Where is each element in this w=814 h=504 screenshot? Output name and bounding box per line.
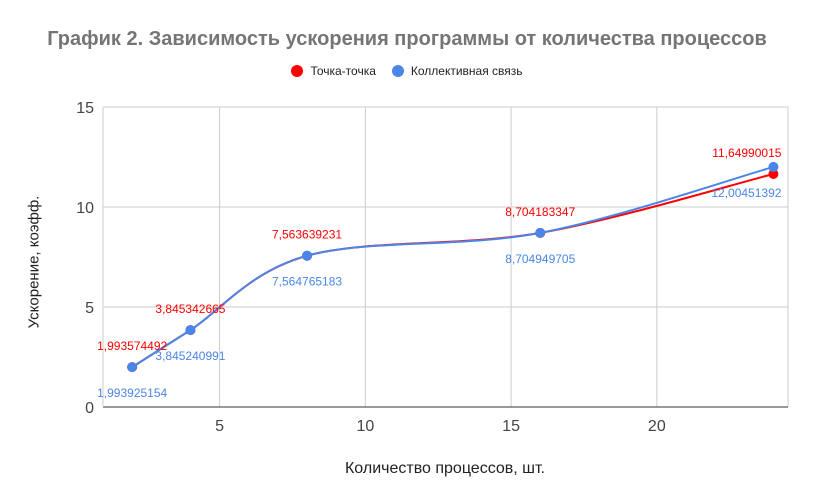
x-tick-label: 15 bbox=[502, 418, 520, 435]
data-label-series-1: 3,845342665 bbox=[155, 302, 225, 316]
x-axis-label: Количество процессов, шт. bbox=[344, 460, 545, 477]
data-point-series-2 bbox=[535, 227, 546, 238]
x-tick-label: 10 bbox=[356, 418, 374, 435]
y-axis-label: Ускорение, коэфф. bbox=[25, 195, 43, 329]
data-label-series-2: 1,993925154 bbox=[97, 386, 167, 400]
data-point-series-2 bbox=[302, 250, 313, 261]
legend-marker-series-1 bbox=[291, 65, 304, 77]
data-label-series-2: 7,564765183 bbox=[272, 275, 342, 289]
data-point-series-2 bbox=[768, 161, 779, 172]
y-tick-label: 5 bbox=[85, 300, 94, 317]
legend: Точка-точка Коллективная связь bbox=[0, 64, 814, 78]
x-tick-label: 5 bbox=[215, 418, 224, 435]
data-label-series-2: 12,00451392 bbox=[711, 186, 781, 200]
y-tick-label: 15 bbox=[76, 100, 94, 117]
data-point-series-2 bbox=[127, 362, 138, 373]
legend-label-series-1: Точка-точка bbox=[310, 64, 376, 78]
y-tick-label: 10 bbox=[76, 200, 94, 217]
legend-marker-series-2 bbox=[391, 65, 404, 77]
data-label-series-1: 11,64990015 bbox=[712, 146, 782, 160]
legend-item-series-2[interactable]: Коллективная связь bbox=[391, 64, 523, 78]
chart-title: График 2. Зависимость ускорения программ… bbox=[47, 28, 767, 50]
data-label-series-1: 7,563639231 bbox=[272, 228, 342, 242]
x-tick-label: 20 bbox=[648, 418, 666, 435]
data-label-series-1: 8,704183347 bbox=[505, 205, 575, 219]
legend-item-series-1[interactable]: Точка-точка bbox=[291, 64, 376, 78]
data-point-series-2 bbox=[185, 325, 196, 336]
y-tick-label: 0 bbox=[85, 400, 94, 417]
data-label-series-2: 3,845240991 bbox=[155, 349, 225, 363]
series-line-1 bbox=[131, 173, 774, 368]
data-point-series-1 bbox=[768, 169, 779, 180]
series-line-2 bbox=[131, 165, 774, 368]
data-label-series-1: 1,993574492 bbox=[97, 339, 167, 353]
data-label-series-2: 8,704949705 bbox=[505, 252, 575, 266]
legend-label-series-2: Коллективная связь bbox=[410, 64, 523, 78]
